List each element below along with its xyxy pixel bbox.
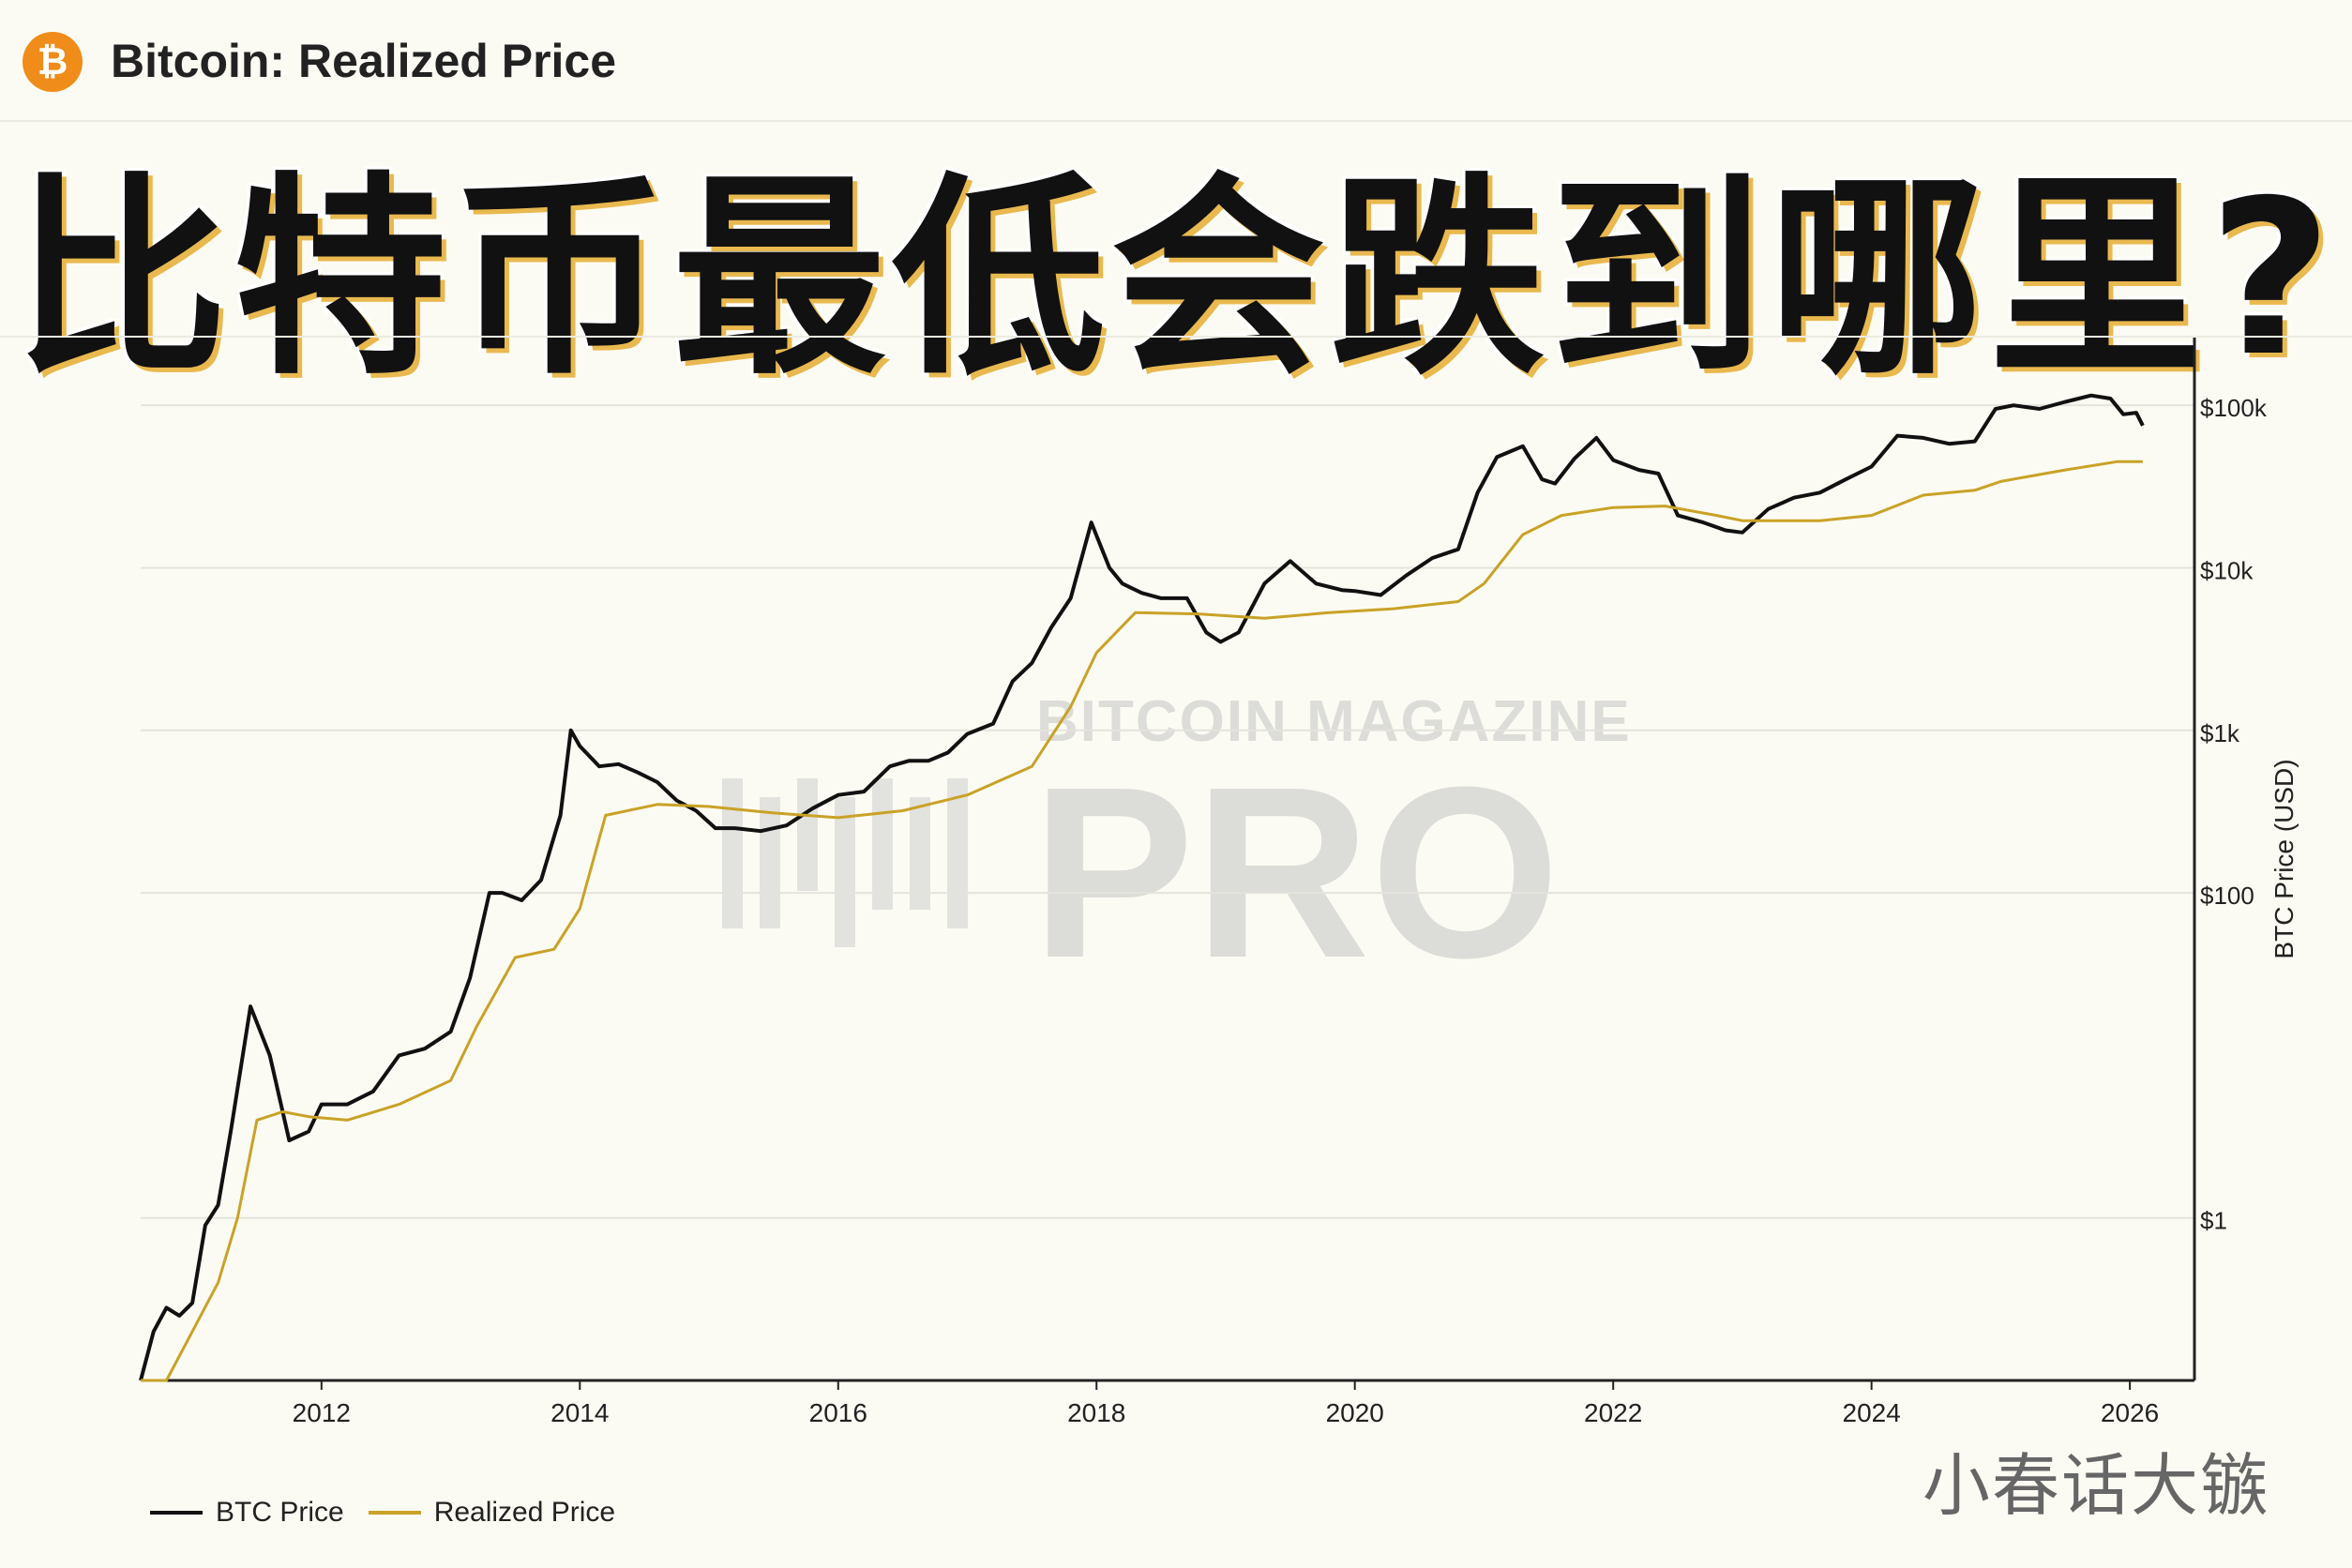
legend-item-realized-price[interactable]: Realized Price (368, 1497, 616, 1529)
watermark-brand-top: BITCOIN MAGAZINE (1036, 689, 1632, 754)
x-tick-label: 2014 (550, 1398, 609, 1427)
x-tick-label: 2020 (1326, 1398, 1384, 1427)
watermark-bar-icon (722, 778, 743, 928)
watermark-bar-icon (835, 797, 855, 947)
series-line-btc-price (139, 393, 2145, 1381)
chart-legend: BTC Price Realized Price (150, 1497, 640, 1529)
y-tick-label: $10k (2200, 556, 2254, 584)
watermark-bar-icon (760, 797, 780, 928)
watermark-bar-icon (947, 778, 968, 928)
legend-swatch-realized-price (368, 1511, 421, 1515)
watermark-bar-icon (872, 778, 893, 910)
watermark-bar-icon (797, 778, 818, 891)
chart-header: ₿ Bitcoin: Realized Price (0, 0, 2352, 122)
watermark-bar-icon (910, 797, 930, 910)
legend-item-btc-price[interactable]: BTC Price (150, 1497, 344, 1529)
y-tick-label: $100 (2200, 882, 2254, 910)
x-tick-label: 2016 (809, 1398, 867, 1427)
bitcoin-logo-icon: ₿ (23, 32, 83, 92)
watermark-brand-bottom: PRO (1032, 737, 1560, 1009)
y-tick-label: $100k (2200, 394, 2268, 422)
x-tick-label: 2022 (1584, 1398, 1642, 1427)
divider (0, 336, 2352, 338)
y-axis-label: BTC Price (USD) (2269, 759, 2299, 958)
headline-overlay: 比特币最低会跌到哪里? (13, 154, 2339, 403)
corner-watermark-text: 小春话大镞 (1922, 1446, 2270, 1525)
chart-title: Bitcoin: Realized Price (111, 35, 617, 87)
x-tick-label: 2026 (2101, 1398, 2159, 1427)
x-tick-label: 2024 (1843, 1398, 1901, 1427)
y-tick-label: $1k (2200, 719, 2240, 747)
x-tick-label: 2018 (1067, 1398, 1125, 1427)
y-tick-label: $1 (2200, 1207, 2227, 1235)
x-tick-label: 2012 (293, 1398, 351, 1427)
legend-label-btc-price: BTC Price (216, 1497, 344, 1528)
series-line-realized-price (141, 460, 2143, 1382)
legend-swatch-btc-price (150, 1511, 203, 1515)
legend-label-realized-price: Realized Price (433, 1497, 616, 1528)
